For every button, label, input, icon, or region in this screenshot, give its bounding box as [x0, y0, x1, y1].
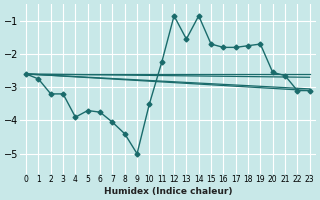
X-axis label: Humidex (Indice chaleur): Humidex (Indice chaleur): [104, 187, 232, 196]
